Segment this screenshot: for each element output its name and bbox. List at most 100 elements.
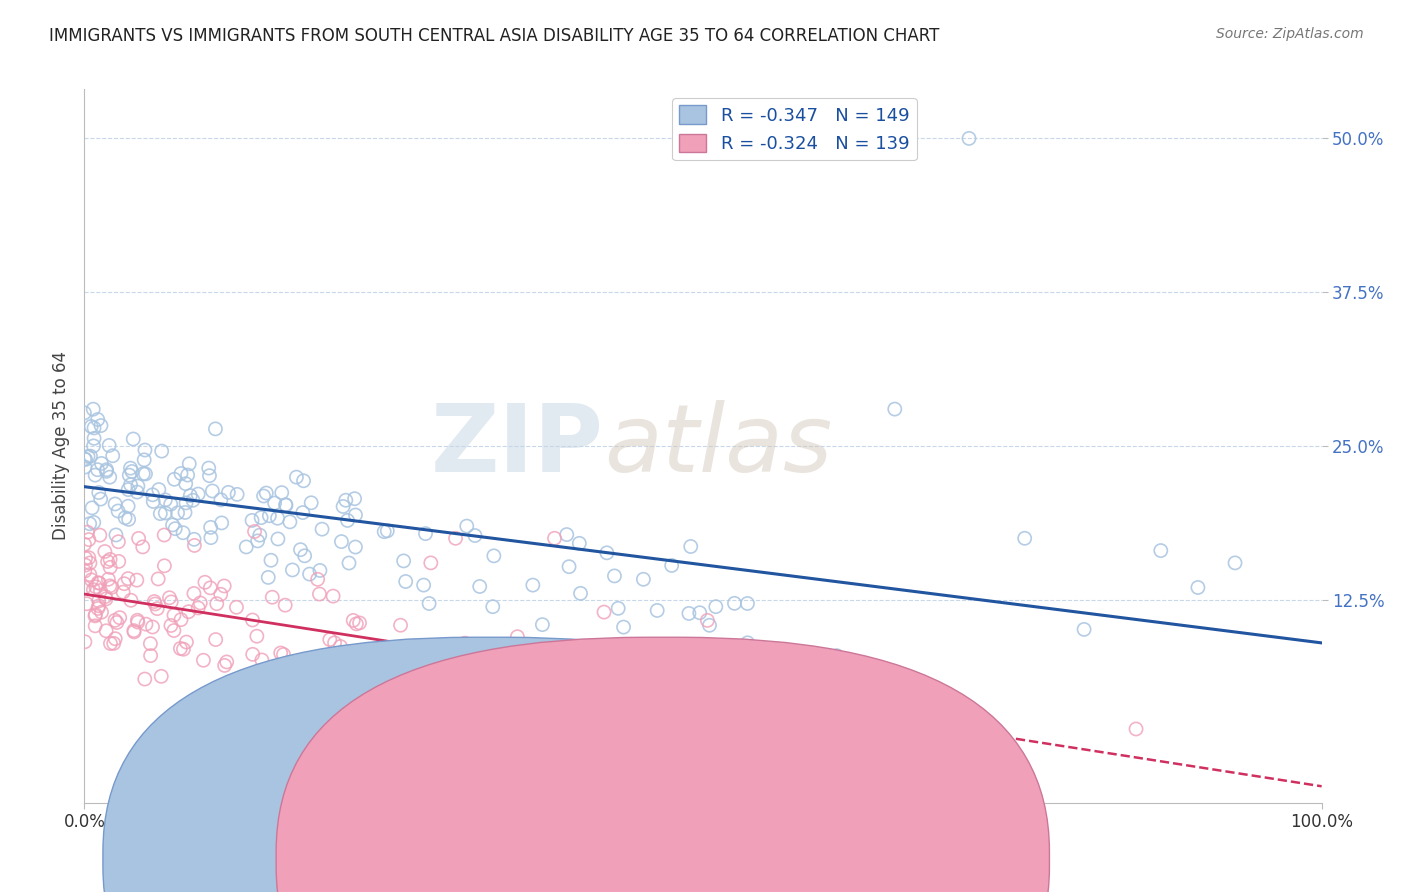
Point [198,468,221,483]
Point [170,467,193,481]
Point [90,605,112,619]
Point [135,617,157,632]
Point [645,603,668,617]
Point [142,494,165,508]
Point [375,524,398,538]
Point [737,636,759,650]
Point [214,658,236,673]
Point [270,666,292,681]
Point [415,526,437,541]
Point [183,586,205,600]
Point [73,406,96,420]
Point [77,533,100,547]
Point [100,636,122,650]
Point [243,524,266,539]
Point [299,496,322,510]
Point [183,538,205,552]
Point [120,477,142,491]
Point [678,607,700,621]
Point [607,601,630,615]
Point [215,655,238,669]
Point [73,537,96,551]
Point [444,678,467,692]
Point [125,573,148,587]
Point [134,672,156,686]
Point [225,600,247,615]
Point [80,500,103,515]
Point [273,648,295,662]
Point [150,669,173,683]
Point [209,492,232,507]
Point [146,601,169,615]
Point [395,648,418,663]
Point [150,444,173,458]
Point [655,649,678,664]
Point [90,457,112,471]
Point [174,506,197,520]
Point [148,483,170,497]
Point [73,634,96,648]
Point [134,467,156,481]
Point [321,662,343,676]
Point [73,451,96,466]
Text: atlas: atlas [605,401,832,491]
Point [274,498,297,512]
Point [420,671,443,685]
Point [162,517,184,532]
Point [419,556,441,570]
Point [260,553,283,567]
Point [263,496,285,510]
Point [1014,531,1036,545]
Point [101,449,124,463]
Point [1073,623,1095,637]
Text: Source: ZipAtlas.com: Source: ZipAtlas.com [1216,27,1364,41]
FancyBboxPatch shape [103,637,876,892]
Point [454,636,477,650]
Point [75,551,97,566]
Point [292,474,315,488]
Text: Immigrants: Immigrants [513,847,609,865]
Point [118,512,141,526]
Point [558,559,581,574]
Point [134,453,156,467]
Point [212,579,235,593]
Point [104,632,127,646]
Point [242,648,264,662]
Point [107,534,129,549]
Point [105,615,128,630]
Point [79,556,101,570]
Point [141,620,163,634]
Point [569,586,592,600]
Point [298,567,321,582]
Point [112,585,135,599]
Point [278,675,301,690]
Point [725,714,748,728]
Point [612,620,634,634]
Point [87,594,110,608]
Point [174,476,197,491]
Point [132,467,155,481]
Point [555,527,578,541]
Point [543,531,565,545]
Point [344,540,367,554]
Point [322,589,344,603]
Point [250,510,273,524]
Point [75,452,97,467]
Point [127,613,149,627]
Point [134,443,156,458]
Point [456,519,478,533]
Point [179,457,201,471]
Point [163,624,186,638]
Point [73,564,96,578]
Point [187,487,209,501]
Point [270,646,292,660]
Point [127,615,149,629]
Point [1125,722,1147,736]
Point [153,558,176,573]
FancyBboxPatch shape [276,637,1049,892]
Point [97,572,120,586]
Point [270,485,292,500]
Point [80,419,103,434]
Point [661,558,683,573]
Point [560,734,582,748]
